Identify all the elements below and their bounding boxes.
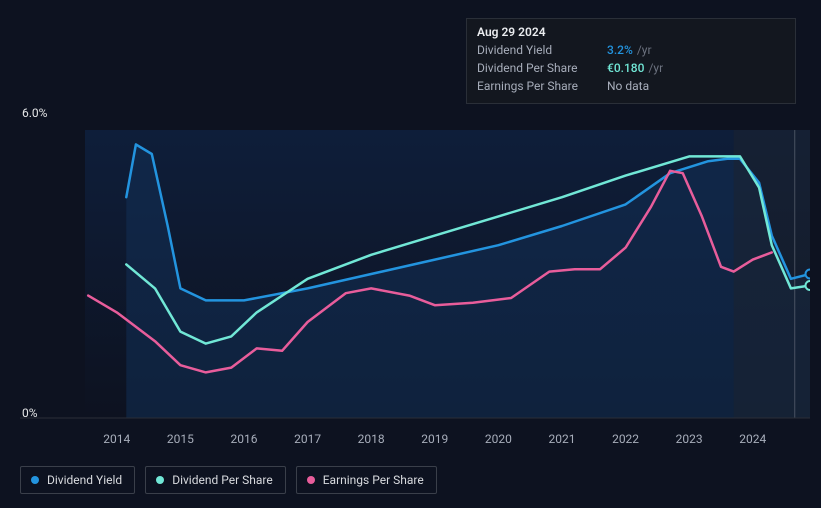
legend-item-dividend-per-share[interactable]: Dividend Per Share bbox=[145, 466, 286, 494]
x-tick: 2019 bbox=[421, 432, 448, 446]
legend-item-earnings-per-share[interactable]: Earnings Per Share bbox=[296, 466, 437, 494]
legend-item-dividend-yield[interactable]: Dividend Yield bbox=[20, 466, 135, 494]
legend-label: Dividend Per Share bbox=[172, 473, 273, 487]
x-tick: 2022 bbox=[612, 432, 639, 446]
chart-plot bbox=[20, 108, 810, 428]
tooltip-date: Aug 29 2024 bbox=[477, 25, 785, 39]
tooltip-value: 3.2%/yr bbox=[607, 43, 652, 57]
legend-dot-icon bbox=[31, 476, 39, 484]
tooltip-value: No data bbox=[607, 79, 653, 93]
tooltip-label: Earnings Per Share bbox=[477, 79, 607, 93]
x-tick: 2020 bbox=[485, 432, 512, 446]
tooltip-label: Dividend Per Share bbox=[477, 61, 607, 75]
x-tick: 2024 bbox=[739, 432, 766, 446]
legend: Dividend Yield Dividend Per Share Earnin… bbox=[20, 466, 437, 494]
tooltip-value: €0.180/yr bbox=[607, 61, 663, 75]
hover-tooltip: Aug 29 2024 Dividend Yield 3.2%/yr Divid… bbox=[466, 18, 796, 104]
x-tick: 2017 bbox=[294, 432, 321, 446]
x-tick: 2018 bbox=[358, 432, 385, 446]
legend-dot-icon bbox=[307, 476, 315, 484]
x-tick: 2021 bbox=[548, 432, 575, 446]
legend-dot-icon bbox=[156, 476, 164, 484]
legend-label: Earnings Per Share bbox=[323, 473, 424, 487]
tooltip-label: Dividend Yield bbox=[477, 43, 607, 57]
x-tick: 2015 bbox=[167, 432, 194, 446]
x-tick: 2023 bbox=[676, 432, 703, 446]
x-tick: 2014 bbox=[103, 432, 130, 446]
legend-label: Dividend Yield bbox=[47, 473, 122, 487]
x-tick: 2016 bbox=[230, 432, 257, 446]
